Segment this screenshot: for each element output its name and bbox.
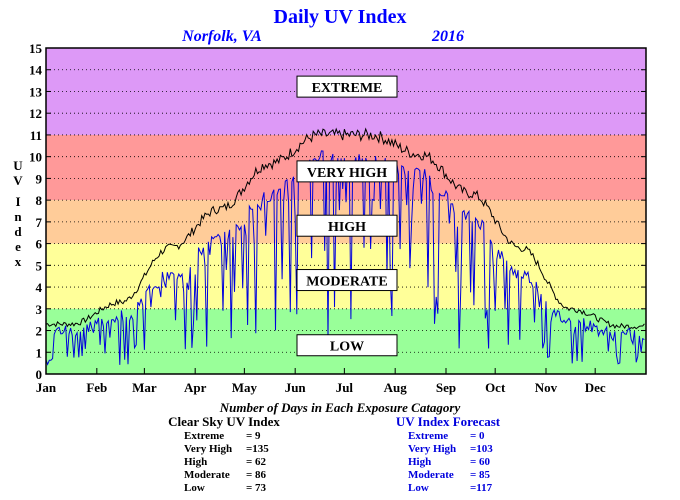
forecast-heading: UV Index Forecast [396, 414, 501, 429]
band-label-box [296, 214, 398, 237]
y-tick-label: 4 [36, 280, 43, 295]
y-tick-label: 1 [36, 345, 43, 360]
band-label: MODERATE [306, 275, 387, 290]
clear-sky-table: Extreme = 9 Very High =135 High = 62 Moderate =… [184, 430, 269, 494]
band-label-box [296, 334, 398, 357]
summary-row-label: Moderate [184, 469, 230, 481]
y-tick-label: 3 [36, 302, 43, 317]
y-tick-label: 8 [36, 193, 43, 208]
summary-row-value: =117 [470, 482, 493, 494]
summary-row-label: Very High [184, 443, 232, 455]
year-label: 2016 [431, 28, 464, 45]
y-tick-label: 2 [36, 324, 43, 339]
x-tick-label: Nov [535, 380, 558, 395]
summary-caption: Number of Days in Each Exposure Catagory [219, 400, 461, 415]
x-tick-label: Jul [336, 380, 354, 395]
y-label-letter: U [13, 158, 23, 173]
band-label: EXTREME [312, 81, 383, 96]
band-label: VERY HIGH [307, 166, 387, 181]
summary-row-value: = 9 [246, 430, 261, 442]
x-tick-label: Jan [36, 380, 57, 395]
y-tick-label: 12 [29, 106, 42, 121]
y-label-letter: V [13, 173, 23, 188]
x-tick-label: Dec [585, 380, 606, 395]
band-label-box [296, 269, 398, 292]
summary-row-value: = 60 [470, 456, 491, 468]
y-tick-label: 13 [29, 84, 43, 99]
x-tick-label: May [232, 380, 258, 395]
x-tick-label: Oct [485, 380, 506, 395]
gridlines [46, 69, 646, 353]
summary-row-label: High [408, 456, 431, 468]
y-tick-label: 7 [36, 215, 43, 230]
y-label-letter: x [15, 254, 22, 269]
y-tick-label: 11 [30, 128, 42, 143]
x-tick-label: Aug [384, 380, 408, 395]
summary-row-label: Extreme [408, 430, 448, 442]
y-tick-label: 9 [36, 171, 43, 186]
series-line-clear-sky [45, 127, 645, 330]
band-label: HIGH [328, 220, 366, 235]
y-tick-label: 14 [29, 63, 43, 78]
summary-row-value: = 0 [470, 430, 485, 442]
band-label-box [296, 75, 398, 98]
y-label-letter: e [15, 239, 21, 254]
y-label-letter: n [14, 209, 22, 224]
summary-row-label: Low [184, 482, 205, 494]
summary-row-label: High [184, 456, 207, 468]
summary-row-value: = 86 [246, 469, 267, 481]
y-label-letter: d [14, 224, 22, 239]
y-label-letter: I [15, 194, 20, 209]
x-tick-label: Mar [132, 380, 157, 395]
location-label: Norfolk, VA [181, 28, 262, 45]
y-tick-label: 15 [29, 41, 43, 56]
y-tick-label: 10 [29, 150, 42, 165]
summary-row-label: Moderate [408, 469, 454, 481]
chart-title: Daily UV Index [274, 6, 407, 28]
plot-frame [45, 47, 647, 375]
band-label: LOW [330, 340, 364, 355]
band-label-box [296, 160, 398, 183]
x-tick-label: Feb [86, 380, 107, 395]
x-tick-label: Jun [285, 380, 307, 395]
summary-row-label: Very High [408, 443, 456, 455]
summary-row-value: = 62 [246, 456, 267, 468]
summary-row-label: Extreme [184, 430, 224, 442]
x-tick-label: Apr [184, 380, 207, 395]
summary-row-value: = 85 [470, 469, 491, 481]
summary-row-label: Low [408, 482, 429, 494]
summary-row-value: =135 [246, 443, 269, 455]
x-axis: Jan Feb Mar Apr May Jun Jul Aug Sep Oct Nov Dec [36, 368, 606, 395]
summary-row-value: =103 [470, 443, 493, 455]
y-tick-label: 0 [36, 367, 43, 382]
summary-row-value: = 73 [246, 482, 267, 494]
y-tick-label: 6 [36, 237, 43, 252]
forecast-table: Extreme = 0 Very High =103 High = 60 Moderate =… [408, 430, 493, 494]
x-tick-label: Sep [436, 380, 456, 395]
y-tick-label: 5 [36, 258, 43, 273]
band-labels: EXTREME VERY HIGH HIGH MODERATE LOW [296, 75, 398, 357]
clear-sky-heading: Clear Sky UV Index [168, 414, 280, 429]
